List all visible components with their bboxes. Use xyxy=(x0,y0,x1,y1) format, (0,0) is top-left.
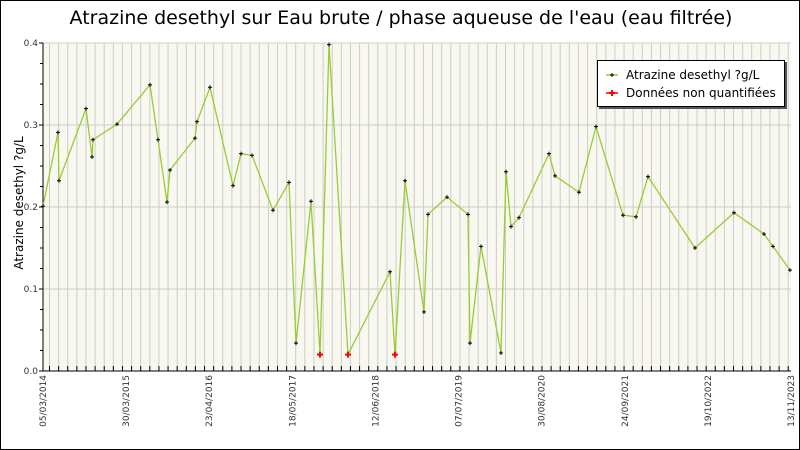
legend-item-non-quantified: Données non quantifiées xyxy=(606,85,776,101)
legend-red-marker-icon xyxy=(606,90,618,96)
legend-label: Données non quantifiées xyxy=(626,86,776,100)
chart-title: Atrazine desethyl sur Eau brute / phase … xyxy=(69,7,733,29)
svg-text:0.2: 0.2 xyxy=(24,203,38,213)
svg-text:12/06/2018: 12/06/2018 xyxy=(371,375,381,427)
legend: Atrazine desethyl ?g/L Données non quant… xyxy=(597,60,785,107)
svg-text:05/03/2014: 05/03/2014 xyxy=(39,375,49,427)
svg-text:18/05/2017: 18/05/2017 xyxy=(288,375,298,427)
svg-text:30/08/2020: 30/08/2020 xyxy=(538,375,548,427)
svg-text:0.4: 0.4 xyxy=(24,39,39,49)
svg-text:0.0: 0.0 xyxy=(24,367,39,377)
svg-text:07/07/2019: 07/07/2019 xyxy=(455,375,465,427)
svg-text:0.3: 0.3 xyxy=(24,121,38,131)
legend-item-measured: Atrazine desethyl ?g/L xyxy=(606,67,759,83)
svg-text:13/11/2023: 13/11/2023 xyxy=(787,375,797,427)
legend-label: Atrazine desethyl ?g/L xyxy=(626,68,760,82)
svg-text:19/10/2022: 19/10/2022 xyxy=(704,375,714,427)
svg-text:30/03/2015: 30/03/2015 xyxy=(122,375,132,427)
svg-text:23/04/2016: 23/04/2016 xyxy=(205,375,215,427)
legend-line-marker-icon xyxy=(606,73,618,77)
svg-text:24/09/2021: 24/09/2021 xyxy=(621,375,631,427)
svg-text:0.1: 0.1 xyxy=(24,285,38,295)
